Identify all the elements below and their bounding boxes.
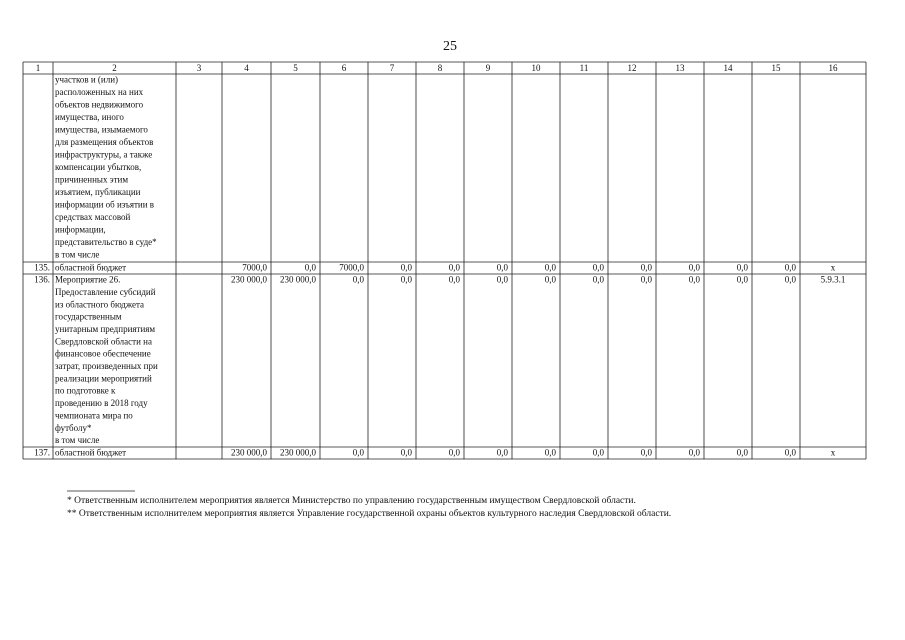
- row-name: по подготовке к: [55, 386, 116, 396]
- value-cell: 0,0: [401, 448, 413, 458]
- row-name: областной бюджет: [55, 263, 126, 273]
- value-cell: 0,0: [545, 275, 557, 285]
- row-name: проведению в 2018 году: [55, 398, 148, 408]
- row-name: инфраструктуры, а также: [55, 150, 152, 160]
- value-cell: 0,0: [497, 263, 509, 273]
- value-cell: 0,0: [593, 275, 605, 285]
- value-cell: 0,0: [737, 263, 749, 273]
- header-cell: 7: [390, 63, 395, 73]
- value-cell: 0,0: [401, 275, 413, 285]
- row-name: для размещения объектов: [55, 137, 153, 147]
- row-name: участков и (или): [55, 75, 118, 85]
- row-name: в том числе: [55, 250, 99, 260]
- value-cell: 0,0: [545, 448, 557, 458]
- code-cell: x: [831, 448, 836, 458]
- row-name: объектов недвижимого: [55, 100, 144, 110]
- row-name: изъятием, публикации: [55, 187, 141, 197]
- row-name: Мероприятие 26.: [55, 275, 120, 285]
- footnote: * Ответственным исполнителем мероприятия…: [67, 495, 636, 506]
- header-cell: 11: [580, 63, 589, 73]
- value-cell: 0,0: [401, 263, 413, 273]
- value-cell: 230 000,0: [231, 448, 268, 458]
- row-name: областной бюджет: [55, 448, 126, 458]
- value-cell: 0,0: [353, 275, 365, 285]
- value-cell: 0,0: [449, 263, 461, 273]
- header-cell: 4: [244, 63, 249, 73]
- value-cell: 0,0: [593, 448, 605, 458]
- value-cell: 0,0: [353, 448, 365, 458]
- row-name: затрат, произведенных при: [55, 361, 158, 371]
- row-name: средствах массовой: [55, 212, 131, 222]
- footnote: ** Ответственным исполнителем мероприяти…: [67, 508, 671, 519]
- header-cell: 6: [342, 63, 347, 73]
- value-cell: 230 000,0: [280, 275, 317, 285]
- value-cell: 0,0: [785, 448, 797, 458]
- value-cell: 0,0: [737, 275, 749, 285]
- row-name: чемпионата мира по: [55, 410, 133, 420]
- row-name: информации об изъятии в: [55, 200, 154, 210]
- row-name: унитарным предприятиям: [55, 324, 155, 334]
- value-cell: 0,0: [737, 448, 749, 458]
- value-cell: 0,0: [641, 263, 653, 273]
- header-cell: 14: [724, 63, 734, 73]
- value-cell: 0,0: [689, 448, 701, 458]
- row-name: имущества, иного: [55, 112, 124, 122]
- value-cell: 7000,0: [242, 263, 267, 273]
- row-name: Свердловской области на: [55, 336, 152, 346]
- row-name: расположенных на них: [55, 87, 144, 97]
- value-cell: 0,0: [641, 275, 653, 285]
- row-name: государственным: [55, 312, 122, 322]
- header-cell: 15: [772, 63, 782, 73]
- header-cell: 3: [197, 63, 202, 73]
- row-name: причиненных этим: [55, 175, 128, 185]
- row-name: из областного бюджета: [55, 299, 144, 309]
- value-cell: 0,0: [641, 448, 653, 458]
- row-name: имущества, изымаемого: [55, 125, 148, 135]
- row-name: в том числе: [55, 435, 99, 445]
- value-cell: 0,0: [305, 263, 317, 273]
- row-name: информации,: [55, 225, 106, 235]
- row-name: представительство в суде*: [55, 237, 157, 247]
- header-cell: 9: [486, 63, 491, 73]
- header-cell: 5: [293, 63, 298, 73]
- value-cell: 0,0: [593, 263, 605, 273]
- code-cell: 5.9.3.1: [821, 275, 846, 285]
- value-cell: 0,0: [785, 275, 797, 285]
- header-cell: 2: [112, 63, 117, 73]
- value-cell: 230 000,0: [280, 448, 317, 458]
- value-cell: 7000,0: [339, 263, 364, 273]
- header-cell: 1: [36, 63, 41, 73]
- row-name: футболу*: [55, 423, 92, 433]
- page-number: 25: [443, 39, 457, 54]
- header-cell: 16: [829, 63, 839, 73]
- row-name: реализации мероприятий: [55, 373, 152, 383]
- row-number: 135.: [34, 263, 50, 273]
- row-number: 136.: [34, 275, 50, 285]
- value-cell: 0,0: [545, 263, 557, 273]
- value-cell: 0,0: [497, 448, 509, 458]
- row-name: финансовое обеспечение: [55, 349, 151, 359]
- header-cell: 8: [438, 63, 443, 73]
- value-cell: 0,0: [449, 448, 461, 458]
- value-cell: 0,0: [785, 263, 797, 273]
- row-number: 137.: [34, 448, 50, 458]
- value-cell: 230 000,0: [231, 275, 268, 285]
- row-name: компенсации убытков,: [55, 162, 141, 172]
- code-cell: x: [831, 263, 836, 273]
- header-cell: 12: [628, 63, 637, 73]
- row-name: Предоставление субсидий: [55, 287, 156, 297]
- value-cell: 0,0: [689, 275, 701, 285]
- header-cell: 10: [532, 63, 542, 73]
- value-cell: 0,0: [449, 275, 461, 285]
- header-cell: 13: [676, 63, 686, 73]
- value-cell: 0,0: [497, 275, 509, 285]
- value-cell: 0,0: [689, 263, 701, 273]
